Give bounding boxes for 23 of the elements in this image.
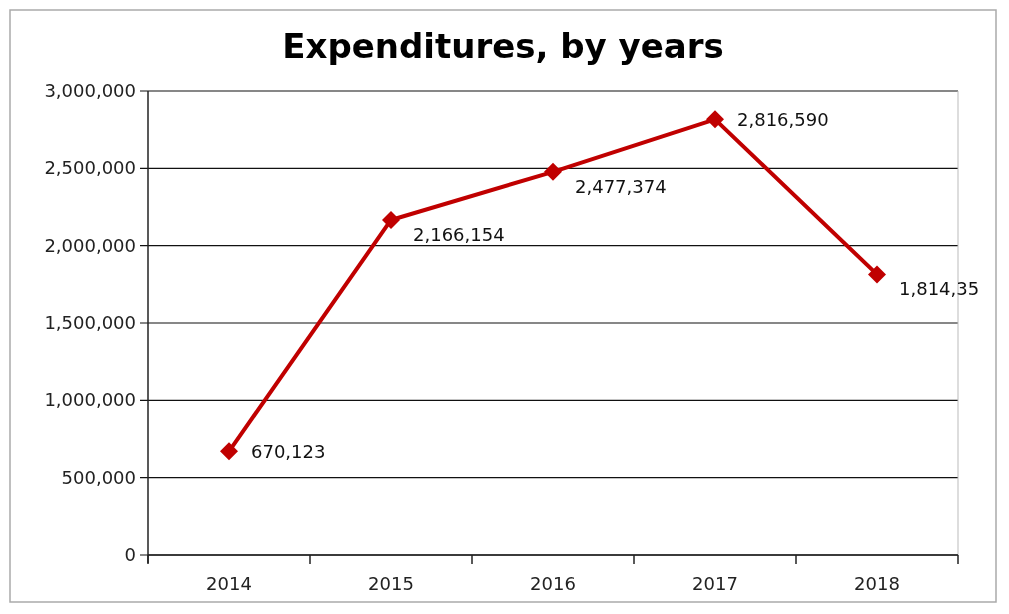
data-label: 2,816,590 [737, 109, 829, 131]
data-label: 670,123 [251, 441, 326, 463]
x-tick-label: 2015 [368, 573, 414, 594]
y-tick-label: 1,000,000 [44, 389, 136, 411]
x-tick-label: 2017 [692, 573, 738, 594]
x-tick-label: 2018 [854, 573, 900, 594]
point [220, 442, 238, 461]
data-label: 2,166,154 [413, 223, 505, 245]
y-tick-label: 2,000,000 [44, 234, 136, 256]
point [868, 265, 886, 284]
chart-title: Expenditures, by years [282, 26, 724, 66]
y-tick-label: 1,500,000 [44, 312, 136, 333]
point [382, 210, 400, 229]
x-tick-label: 2016 [530, 573, 576, 594]
y-tick-label: 2,500,000 [44, 157, 136, 179]
data-label: 2,477,374 [575, 175, 667, 197]
y-tick-label: 500,000 [61, 466, 136, 488]
y-tick-label: 0 [124, 544, 136, 565]
point [706, 110, 724, 129]
y-tick-label: 3,000,000 [44, 80, 136, 101]
point [544, 162, 562, 181]
x-tick-label: 2014 [206, 573, 252, 594]
data-label: 1,814,35 [899, 278, 980, 300]
